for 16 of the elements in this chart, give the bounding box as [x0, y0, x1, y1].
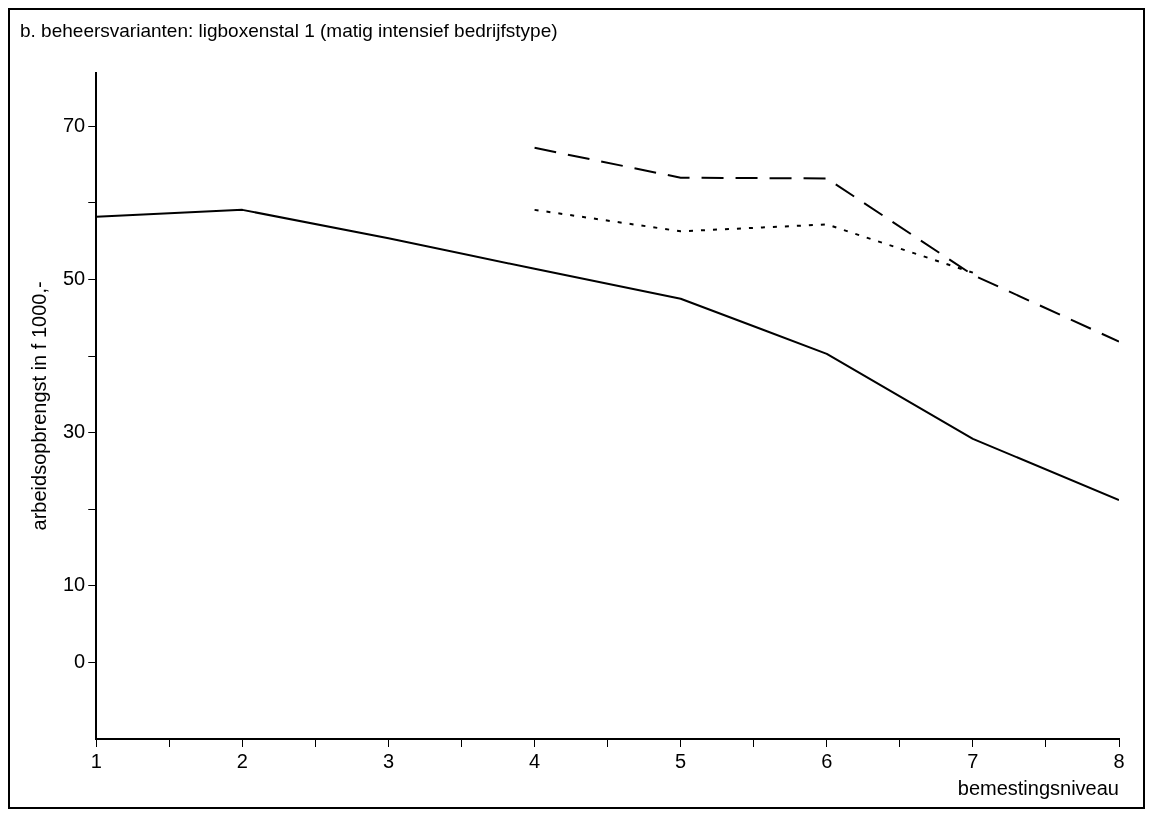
x-tick-label: 1 — [90, 749, 102, 772]
x-tick-label: 7 — [967, 749, 979, 772]
y-tick-label: 70 — [63, 113, 86, 136]
y-tick-label: 50 — [63, 267, 86, 290]
x-tick-label: 5 — [675, 749, 687, 772]
x-tick-label: 4 — [529, 749, 541, 772]
x-axis-title: bemestingsniveau — [957, 776, 1119, 799]
y-axis-title: arbeidsopbrengst in f 1000,- — [27, 281, 50, 531]
x-tick-label: 2 — [236, 749, 248, 772]
x-tick-label: 6 — [821, 749, 833, 772]
y-tick-label: 10 — [63, 573, 86, 596]
x-tick-label: 3 — [382, 749, 395, 772]
chart-title: b. beheersvarianten: ligboxenstal 1 (matig intensief bedrijfstype) — [20, 19, 558, 41]
y-tick-label: 0 — [74, 649, 86, 672]
x-tick-label: 8 — [1113, 749, 1125, 772]
y-tick-label: 30 — [63, 420, 86, 443]
